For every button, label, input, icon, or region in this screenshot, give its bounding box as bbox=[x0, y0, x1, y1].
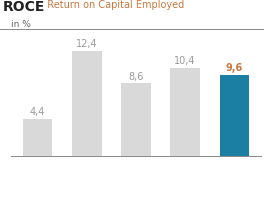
Text: 4,4: 4,4 bbox=[30, 107, 45, 117]
Bar bbox=[23, 119, 52, 156]
Text: 12,4: 12,4 bbox=[76, 39, 98, 49]
Bar bbox=[220, 75, 249, 156]
Text: 10,4: 10,4 bbox=[175, 56, 196, 66]
Text: in %: in % bbox=[11, 20, 30, 29]
Text: 8,6: 8,6 bbox=[128, 72, 144, 82]
Bar bbox=[121, 83, 151, 156]
Text: Return on Capital Employed: Return on Capital Employed bbox=[41, 0, 184, 10]
Bar bbox=[72, 51, 102, 156]
Text: ROCE: ROCE bbox=[3, 0, 45, 14]
Text: 9,6: 9,6 bbox=[226, 63, 243, 73]
Bar bbox=[170, 68, 200, 156]
